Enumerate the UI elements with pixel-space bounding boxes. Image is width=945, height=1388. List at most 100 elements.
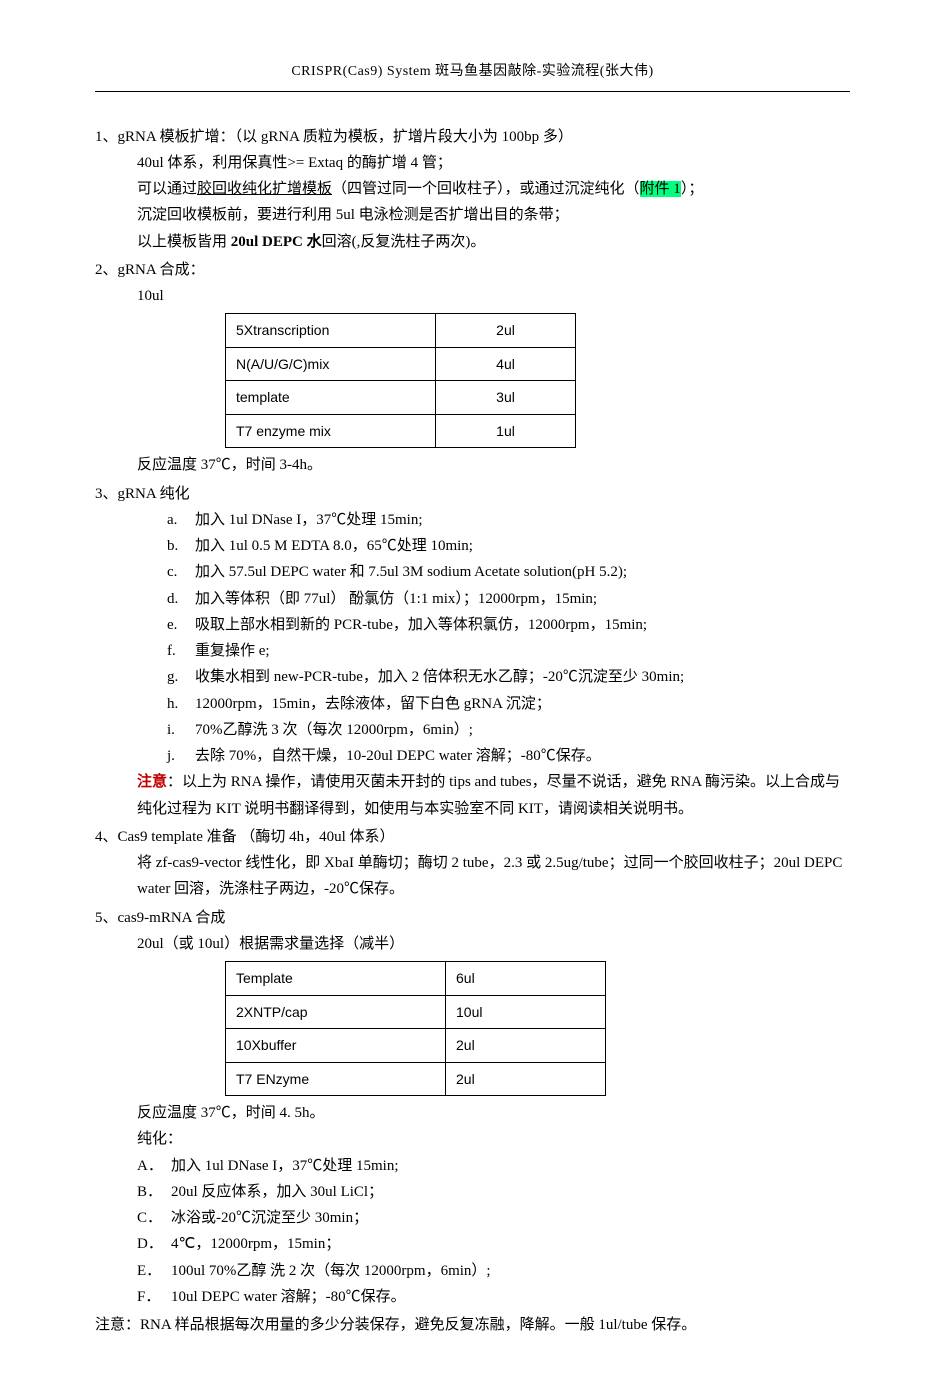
cell: 2ul bbox=[446, 1062, 606, 1096]
marker: i. bbox=[167, 717, 195, 743]
table-row: 5Xtranscription2ul bbox=[226, 314, 576, 348]
cell: N(A/U/G/C)mix bbox=[226, 347, 436, 381]
s1-line1: 40ul 体系，利用保真性>= Extaq 的酶扩增 4 管； bbox=[95, 150, 850, 176]
s1-line3: 沉淀回收模板前，要进行利用 5ul 电泳检测是否扩增出目的条带； bbox=[95, 202, 850, 228]
marker: h. bbox=[167, 691, 195, 717]
list-item: A．加入 1ul DNase I，37℃处理 15min; bbox=[137, 1153, 850, 1179]
table-row: template3ul bbox=[226, 381, 576, 415]
cell: T7 enzyme mix bbox=[226, 414, 436, 448]
item-text: 12000rpm，15min，去除液体，留下白色 gRNA 沉淀； bbox=[195, 691, 551, 717]
marker: d. bbox=[167, 586, 195, 612]
s2-after: 反应温度 37℃，时间 3-4h。 bbox=[95, 452, 850, 478]
s5-after1: 反应温度 37℃，时间 4. 5h。 bbox=[95, 1100, 850, 1126]
section-1-head: 1、gRNA 模板扩增：（以 gRNA 质粒为模板，扩增片段大小为 100bp … bbox=[95, 124, 850, 150]
cell: 4ul bbox=[436, 347, 576, 381]
marker: j. bbox=[167, 743, 195, 769]
s1-l2a: 可以通过 bbox=[137, 181, 197, 197]
marker: A． bbox=[137, 1153, 171, 1179]
cell: 10ul bbox=[446, 995, 606, 1029]
list-item: e.吸取上部水相到新的 PCR-tube，加入等体积氯仿，12000rpm，15… bbox=[167, 612, 850, 638]
s1-l2c: ）； bbox=[681, 181, 704, 197]
table-row: Template6ul bbox=[226, 962, 606, 996]
s5-table: Template6ul 2XNTP/cap10ul 10Xbuffer2ul T… bbox=[225, 961, 606, 1096]
marker: C． bbox=[137, 1205, 171, 1231]
item-text: 加入 1ul 0.5 M EDTA 8.0，65℃处理 10min; bbox=[195, 533, 473, 559]
list-item: i.70%乙醇洗 3 次（每次 12000rpm，6min）; bbox=[167, 717, 850, 743]
item-text: 吸取上部水相到新的 PCR-tube，加入等体积氯仿，12000rpm，15mi… bbox=[195, 612, 647, 638]
section-1: 1、gRNA 模板扩增：（以 gRNA 质粒为模板，扩增片段大小为 100bp … bbox=[95, 124, 850, 255]
item-text: 加入等体积（即 77ul） 酚氯仿（1:1 mix）；12000rpm，15mi… bbox=[195, 586, 597, 612]
marker: c. bbox=[167, 559, 195, 585]
marker: E． bbox=[137, 1258, 171, 1284]
s1-l2-underline: 胶回收纯化扩增模板 bbox=[197, 181, 332, 197]
item-text: 重复操作 e; bbox=[195, 638, 270, 664]
s1-l2b: （四管过同一个回收柱子），或通过沉淀纯化（ bbox=[332, 181, 640, 197]
section-5: 5、cas9-mRNA 合成 20ul（或 10ul）根据需求量选择（减半） T… bbox=[95, 905, 850, 1311]
list-item: h.12000rpm，15min，去除液体，留下白色 gRNA 沉淀； bbox=[167, 691, 850, 717]
s5-list: A．加入 1ul DNase I，37℃处理 15min; B．20ul 反应体… bbox=[95, 1153, 850, 1311]
list-item: D．4℃，12000rpm，15min； bbox=[137, 1231, 850, 1257]
marker: g. bbox=[167, 664, 195, 690]
cell: 2XNTP/cap bbox=[226, 995, 446, 1029]
s1-line2: 可以通过胶回收纯化扩增模板（四管过同一个回收柱子），或通过沉淀纯化（附件 1）； bbox=[95, 176, 850, 202]
marker: e. bbox=[167, 612, 195, 638]
list-item: B．20ul 反应体系，加入 30ul LiCl； bbox=[137, 1179, 850, 1205]
item-text: 冰浴或-20℃沉淀至少 30min； bbox=[171, 1205, 368, 1231]
list-item: g.收集水相到 new-PCR-tube，加入 2 倍体积无水乙醇；-20℃沉淀… bbox=[167, 664, 850, 690]
list-item: d.加入等体积（即 77ul） 酚氯仿（1:1 mix）；12000rpm，15… bbox=[167, 586, 850, 612]
s1-l2-highlight: 附件 1 bbox=[640, 181, 681, 197]
item-text: 加入 57.5ul DEPC water 和 7.5ul 3M sodium A… bbox=[195, 559, 627, 585]
s2-sub: 10ul bbox=[95, 283, 850, 309]
s1-l4a: 以上模板皆用 bbox=[137, 234, 231, 250]
table-row: T7 enzyme mix1ul bbox=[226, 414, 576, 448]
item-text: 加入 1ul DNase I，37℃处理 15min; bbox=[171, 1153, 398, 1179]
list-item: f.重复操作 e; bbox=[167, 638, 850, 664]
item-text: 去除 70%，自然干燥，10-20ul DEPC water 溶解；-80℃保存… bbox=[195, 743, 601, 769]
s5-sub: 20ul（或 10ul）根据需求量选择（减半） bbox=[95, 931, 850, 957]
section-2: 2、gRNA 合成： 10ul 5Xtranscription2ul N(A/U… bbox=[95, 257, 850, 479]
cell: 6ul bbox=[446, 962, 606, 996]
section-3: 3、gRNA 纯化 a.加入 1ul DNase I，37℃处理 15min; … bbox=[95, 481, 850, 822]
table-row: 10Xbuffer2ul bbox=[226, 1029, 606, 1063]
note-body: ：以上为 RNA 操作，请使用灭菌未开封的 tips and tubes，尽量不… bbox=[137, 774, 840, 816]
item-text: 70%乙醇洗 3 次（每次 12000rpm，6min）; bbox=[195, 717, 473, 743]
page-header: CRISPR(Cas9) System 斑马鱼基因敲除-实验流程(张大伟) bbox=[95, 60, 850, 85]
header-rule bbox=[95, 91, 850, 92]
cell: 2ul bbox=[446, 1029, 606, 1063]
item-text: 100ul 70%乙醇 洗 2 次（每次 12000rpm，6min）; bbox=[171, 1258, 491, 1284]
final-note: 注意：RNA 样品根据每次用量的多少分装保存，避免反复冻融，降解。一般 1ul/… bbox=[95, 1312, 850, 1338]
marker: a. bbox=[167, 507, 195, 533]
list-item: E．100ul 70%乙醇 洗 2 次（每次 12000rpm，6min）; bbox=[137, 1258, 850, 1284]
cell: 1ul bbox=[436, 414, 576, 448]
list-item: a.加入 1ul DNase I，37℃处理 15min; bbox=[167, 507, 850, 533]
cell: 10Xbuffer bbox=[226, 1029, 446, 1063]
item-text: 收集水相到 new-PCR-tube，加入 2 倍体积无水乙醇；-20℃沉淀至少… bbox=[195, 664, 684, 690]
section-3-head: 3、gRNA 纯化 bbox=[95, 481, 850, 507]
item-text: 4℃，12000rpm，15min； bbox=[171, 1231, 340, 1257]
cell: Template bbox=[226, 962, 446, 996]
s1-l4c: 回溶(,反复洗柱子两次)。 bbox=[322, 234, 486, 250]
marker: F． bbox=[137, 1284, 171, 1310]
list-item: C．冰浴或-20℃沉淀至少 30min； bbox=[137, 1205, 850, 1231]
cell: T7 ENzyme bbox=[226, 1062, 446, 1096]
note-label: 注意 bbox=[137, 774, 167, 790]
item-text: 10ul DEPC water 溶解；-80℃保存。 bbox=[171, 1284, 406, 1310]
s1-l4-bold: 20ul DEPC 水 bbox=[231, 234, 322, 250]
cell: 2ul bbox=[436, 314, 576, 348]
section-2-head: 2、gRNA 合成： bbox=[95, 257, 850, 283]
section-4-head: 4、Cas9 template 准备 （酶切 4h，40ul 体系） bbox=[95, 824, 850, 850]
s4-line1: 将 zf-cas9-vector 线性化，即 XbaI 单酶切；酶切 2 tub… bbox=[95, 850, 850, 903]
item-text: 20ul 反应体系，加入 30ul LiCl； bbox=[171, 1179, 383, 1205]
item-text: 加入 1ul DNase I，37℃处理 15min; bbox=[195, 507, 422, 533]
list-item: j.去除 70%，自然干燥，10-20ul DEPC water 溶解；-80℃… bbox=[167, 743, 850, 769]
s5-after2: 纯化： bbox=[95, 1126, 850, 1152]
table-row: N(A/U/G/C)mix4ul bbox=[226, 347, 576, 381]
marker: b. bbox=[167, 533, 195, 559]
cell: 5Xtranscription bbox=[226, 314, 436, 348]
s1-line4: 以上模板皆用 20ul DEPC 水回溶(,反复洗柱子两次)。 bbox=[95, 229, 850, 255]
marker: D． bbox=[137, 1231, 171, 1257]
marker: f. bbox=[167, 638, 195, 664]
section-5-head: 5、cas9-mRNA 合成 bbox=[95, 905, 850, 931]
section-4: 4、Cas9 template 准备 （酶切 4h，40ul 体系） 将 zf-… bbox=[95, 824, 850, 903]
marker: B． bbox=[137, 1179, 171, 1205]
